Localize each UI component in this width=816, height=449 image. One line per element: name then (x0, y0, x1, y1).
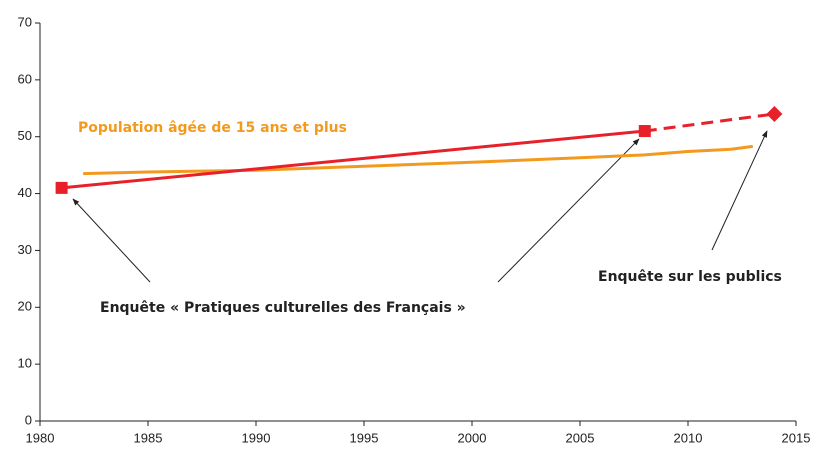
series-label: Population âgée de 15 ans et plus (78, 120, 347, 136)
x-tick-label: 2010 (674, 430, 703, 445)
x-tick-label: 1980 (26, 430, 55, 445)
y-tick-label: 70 (18, 14, 32, 29)
line (83, 144, 753, 176)
x-tick-label: 1995 (350, 430, 379, 445)
line-segment (61, 129, 645, 190)
y-tick-label: 20 (18, 299, 32, 314)
y-tick-label: 10 (18, 356, 32, 371)
line-segment (644, 112, 775, 133)
marker (55, 181, 68, 194)
y-tick-label: 30 (18, 242, 32, 257)
y-tick-label: 60 (18, 71, 32, 86)
y-tick-label: 0 (25, 412, 32, 427)
arrow (72, 198, 151, 283)
x-tick-label: 2005 (566, 430, 595, 445)
x-tick-label: 1990 (242, 430, 271, 445)
arrow (497, 138, 640, 283)
marker (638, 125, 651, 138)
y-tick-label: 50 (18, 128, 32, 143)
annotation: Enquête « Pratiques culturelles des Fran… (100, 300, 466, 316)
annotation: Enquête sur les publics (598, 269, 782, 285)
x-tick-label: 1985 (134, 430, 163, 445)
x-tick-label: 2015 (782, 430, 811, 445)
x-tick-label: 2000 (458, 430, 487, 445)
y-tick-label: 40 (18, 185, 32, 200)
arrow (711, 130, 768, 251)
marker (766, 105, 783, 122)
